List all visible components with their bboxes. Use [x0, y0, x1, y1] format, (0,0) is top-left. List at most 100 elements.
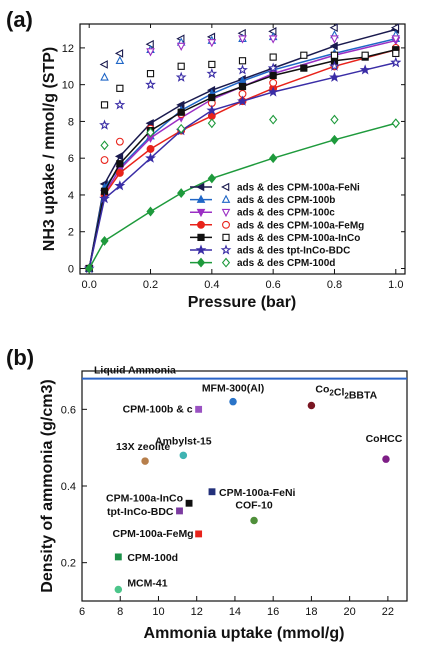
legend-label: ads & des CPM-100d: [237, 258, 335, 269]
data-point-marker: [195, 530, 203, 538]
point-cpm-100a-femg: CPM-100a-FeMg: [113, 528, 203, 540]
legend-des-marker: [221, 257, 231, 268]
data-point-marker: [176, 507, 183, 515]
panel-a-ticks: 0.0 0.2 0.4 0.6 0.8 1.0 0 2 4 6 8 10 12: [62, 24, 405, 291]
legend-ads-marker: [196, 257, 206, 268]
data-point-marker: [250, 516, 258, 525]
des-point-ads-des-tpt-inco-bdc: [99, 119, 110, 130]
des-point-ads-des-cpm-100c: [238, 35, 247, 44]
point-cpm-100a-inco: CPM-100a-InCo: [106, 492, 193, 507]
panel-b-ticks: 6 8 10 12 14 16 18 20 22 0.2 0.4 0.6: [61, 404, 394, 618]
point-label: Co2Cl2BBTA: [315, 384, 377, 402]
point-ambylst-15: Ambylst-15: [155, 435, 212, 460]
point-mcm-41: MCM-41: [114, 578, 168, 594]
legend-entry-ads-des-cpm-100c: ads & des CPM-100c: [190, 208, 335, 219]
panel-b-points: MFM-300(Al) CPM-100b & c Co2Cl2BBTA 13X zeo…: [106, 383, 403, 594]
des-point-ads-des-tpt-inco-bdc: [267, 62, 279, 73]
point-label: CPM-100a-FeMg: [113, 528, 194, 540]
des-point-ads-des-cpm-100a-inco: [361, 51, 369, 59]
ads-point-ads-des-cpm-100a-inco: [300, 64, 308, 72]
des-point-ads-des-cpm-100a-inco: [269, 53, 277, 61]
point-cpm-100d: CPM-100d: [114, 552, 178, 564]
panel-a-y-axis-title: NH3 uptake / mmol/g (STP): [41, 47, 58, 251]
panel-b-x-tick-label: 12: [191, 606, 203, 618]
des-point-ads-des-cpm-100d: [269, 114, 278, 125]
data-point-marker: [208, 488, 216, 496]
panel-b-x-tick-label: 18: [305, 606, 317, 618]
des-point-ads-des-cpm-100c: [207, 39, 217, 48]
des-point-ads-des-cpm-100a-femg: [269, 78, 278, 87]
panel-a-isotherm-chart: (a) 0.0 0.2 0.4 0.6 0.8 1.0 0 2 4 6 8 10 12 ads & de…: [6, 7, 406, 311]
panel-a-x-tick-label: 1.0: [388, 279, 403, 291]
des-point-ads-des-cpm-100a-inco: [392, 49, 400, 58]
point-label: CPM-100a-FeNi: [219, 487, 296, 499]
des-point-ads-des-cpm-100a-inco: [330, 51, 339, 59]
ads-line-ads-des-cpm-100a-inco: [88, 49, 396, 269]
des-point-ads-des-cpm-100a-feni: [329, 23, 338, 32]
panel-a-y-tick-label: 4: [68, 190, 74, 202]
panel-a-label: (a): [6, 7, 33, 32]
panel-a-y-tick-label: 2: [68, 227, 74, 239]
des-point-ads-des-cpm-100c: [176, 42, 186, 51]
des-point-ads-des-cpm-100b: [100, 72, 109, 81]
ads-point-ads-des-tpt-inco-bdc: [206, 104, 218, 115]
des-point-ads-des-tpt-inco-bdc: [329, 60, 340, 71]
des-point-ads-des-cpm-100d: [146, 127, 155, 138]
ads-point-ads-des-cpm-100a-femg: [115, 168, 124, 177]
point-label: CPM-100d: [127, 552, 178, 564]
ads-point-ads-des-cpm-100a-feni: [114, 152, 124, 161]
point-mfm-300-al: MFM-300(Al): [202, 383, 264, 406]
des-point-ads-des-tpt-inco-bdc: [237, 64, 248, 75]
point-label: MFM-300(Al): [202, 383, 264, 395]
des-point-ads-des-cpm-100a-inco: [238, 57, 247, 65]
data-point-marker: [382, 455, 390, 463]
panel-a-y-tick-label: 10: [62, 80, 74, 92]
legend-entry-ads-des-cpm-100a-feni: ads & des CPM-100a-FeNi: [190, 183, 360, 194]
panel-a-plot-frame: [79, 23, 406, 275]
legend-label: ads & des CPM-100b: [237, 195, 335, 206]
ads-point-ads-des-tpt-inco-bdc: [359, 64, 371, 75]
panel-b-x-tick-label: 20: [344, 606, 356, 618]
ads-point-ads-des-cpm-100d: [330, 134, 339, 145]
legend-entry-ads-des-tpt-inco-bdc: ads & des tpt-InCo-BDC: [190, 244, 350, 257]
data-point-marker: [179, 451, 188, 460]
point-tpt-inco-bdc: tpt-InCo-BDC: [107, 506, 183, 518]
panel-b-x-tick-label: 16: [267, 606, 279, 618]
legend-ads-marker: [196, 182, 205, 192]
legend-label: ads & des CPM-100a-FeNi: [237, 183, 360, 194]
legend-des-marker: [221, 182, 230, 192]
panel-a-series: [83, 23, 402, 274]
ads-point-ads-des-cpm-100d: [85, 263, 94, 274]
legend-ads-marker: [196, 194, 206, 203]
panel-b-reference-line: Liquid Ammonia: [82, 365, 407, 380]
des-point-ads-des-cpm-100a-inco: [300, 51, 308, 59]
des-point-ads-des-cpm-100c: [268, 35, 278, 44]
des-point-ads-des-cpm-100d: [207, 118, 216, 129]
ads-point-ads-des-tpt-inco-bdc: [99, 192, 110, 204]
panel-a-y-tick-label: 12: [62, 43, 74, 55]
des-point-ads-des-tpt-inco-bdc: [114, 99, 126, 110]
panel-b-x-tick-label: 8: [117, 606, 123, 618]
point-label: MCM-41: [127, 578, 167, 590]
data-point-marker: [141, 457, 149, 465]
panel-a-x-tick-label: 0.0: [82, 279, 97, 291]
des-point-ads-des-cpm-100a-inco: [146, 70, 155, 78]
legend-des-marker: [221, 208, 231, 218]
ads-point-ads-des-cpm-100a-femg: [146, 145, 155, 153]
ads-point-ads-des-tpt-inco-bdc: [329, 71, 340, 82]
legend-label: ads & des CPM-100a-FeMg: [237, 220, 364, 231]
point-label: Ambylst-15: [155, 435, 212, 447]
panel-b-x-tick-label: 10: [152, 606, 164, 618]
ads-point-ads-des-tpt-inco-bdc: [237, 95, 248, 106]
point-13x-zeolite: 13X zeolite: [116, 441, 170, 465]
point-label: CPM-100a-InCo: [106, 492, 183, 504]
ads-line-ads-des-cpm-100c: [88, 39, 396, 269]
ads-point-ads-des-cpm-100d: [100, 235, 109, 246]
panel-a-x-tick-label: 0.8: [327, 279, 342, 291]
panel-b-x-tick-label: 22: [382, 606, 394, 618]
ads-line-ads-des-cpm-100a-femg: [88, 49, 396, 269]
panel-b-x-axis-title: Ammonia uptake (mmol/g): [144, 625, 345, 642]
des-point-ads-des-cpm-100a-inco: [208, 60, 216, 69]
panel-b-x-tick-label: 6: [79, 606, 85, 618]
